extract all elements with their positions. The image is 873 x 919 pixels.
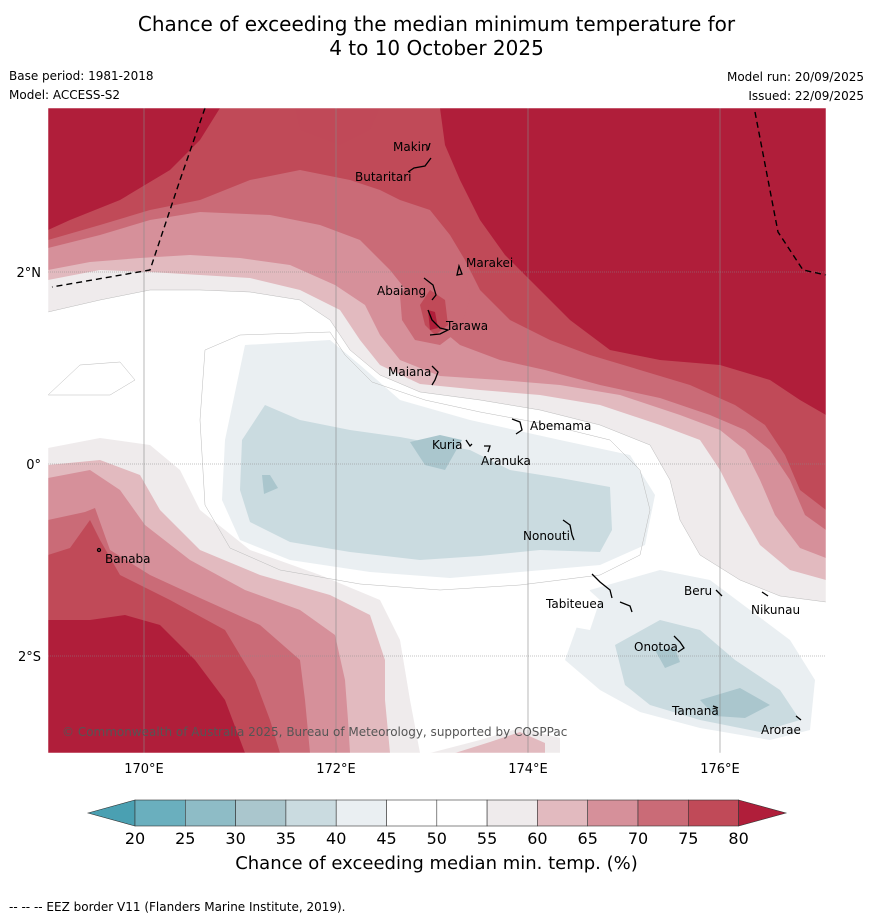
probability-field xyxy=(48,108,826,753)
colorbar-tick: 50 xyxy=(427,829,447,848)
colorbar-arrow-high xyxy=(738,799,788,827)
place-label-tarawa: Tarawa xyxy=(445,319,488,333)
colorbar-tick: 55 xyxy=(477,829,497,848)
colorbar-box-70-75 xyxy=(637,799,689,827)
graticule xyxy=(48,108,826,753)
place-label-nonouti: Nonouti xyxy=(523,529,570,543)
title-line-1: Chance of exceeding the median minimum t… xyxy=(137,12,736,36)
colorbar-tick: 60 xyxy=(527,829,547,848)
place-label-onotoa: Onotoa xyxy=(634,640,678,654)
colorbar-box-35-40 xyxy=(285,799,337,827)
colorbar-box-45-50 xyxy=(386,799,438,827)
colorbar-box-25-30 xyxy=(185,799,236,827)
lat-label-0: 0° xyxy=(26,458,41,473)
colorbar-tick: 20 xyxy=(125,829,145,848)
lon-label-174e: 174°E xyxy=(508,762,548,777)
colorbar-label: Chance of exceeding median min. temp. (%… xyxy=(235,853,638,874)
colorbar-box-75-80 xyxy=(687,799,739,827)
lat-label-2n: 2°N xyxy=(17,266,42,281)
axis-labels: 170°E 172°E 174°E 176°E 2°N 0° 2°S xyxy=(17,266,740,777)
colorbar-box-65-70 xyxy=(587,799,639,827)
place-labels: Makin Butaritari Marakei Abaiang Tarawa … xyxy=(105,140,801,737)
colorbar: 20 25 30 35 40 45 50 55 60 65 70 75 80 xyxy=(86,799,788,848)
lat-label-2s: 2°S xyxy=(18,650,41,665)
colorbar-box-50-55 xyxy=(436,799,488,827)
place-label-butaritari: Butaritari xyxy=(355,170,412,184)
colorbar-box-20-25 xyxy=(134,799,186,827)
model-run-date: Model run: 20/09/2025 xyxy=(726,70,864,84)
eez-footnote: -- -- -- EEZ border V11 (Flanders Marine… xyxy=(9,900,346,914)
colorbar-tick: 35 xyxy=(276,829,296,848)
model-name: Model: ACCESS-S2 xyxy=(9,88,121,102)
place-label-abemama: Abemama xyxy=(530,419,591,433)
place-label-aranuka: Aranuka xyxy=(481,454,531,468)
place-label-arorae: Arorae xyxy=(761,723,801,737)
island-outlines xyxy=(96,142,802,721)
map-title: Chance of exceeding the median minimum t… xyxy=(0,12,873,60)
copyright-credit: © Commonwealth of Australia 2025, Bureau… xyxy=(62,725,567,739)
place-label-marakei: Marakei xyxy=(466,256,513,270)
colorbar-box-60-65 xyxy=(537,799,589,827)
lon-label-170e: 170°E xyxy=(124,762,164,777)
place-label-beru: Beru xyxy=(684,584,712,598)
place-label-nikunau: Nikunau xyxy=(751,603,800,617)
colorbar-box-55-60 xyxy=(486,799,538,827)
place-label-kuria: Kuria xyxy=(432,438,463,452)
issued-date: Issued: 22/09/2025 xyxy=(748,89,864,103)
colorbar-tick: 40 xyxy=(326,829,346,848)
place-label-makin: Makin xyxy=(393,140,429,154)
colorbar-tick: 30 xyxy=(225,829,245,848)
colorbar-tick: 65 xyxy=(578,829,598,848)
colorbar-box-40-45 xyxy=(335,799,387,827)
lon-label-172e: 172°E xyxy=(316,762,356,777)
colorbar-box-30-35 xyxy=(235,799,287,827)
place-label-tamana: Tamana xyxy=(671,704,719,718)
place-label-maiana: Maiana xyxy=(388,365,431,379)
title-line-2: 4 to 10 October 2025 xyxy=(329,36,544,60)
map-frame xyxy=(47,107,827,754)
colorbar-tick: 75 xyxy=(678,829,698,848)
lon-label-176e: 176°E xyxy=(700,762,740,777)
place-label-tabiteuea: Tabiteuea xyxy=(545,597,604,611)
colorbar-tick: 70 xyxy=(628,829,648,848)
colorbar-arrow-low xyxy=(86,799,136,827)
colorbar-tick: 45 xyxy=(376,829,396,848)
base-period: Base period: 1981-2018 xyxy=(9,69,154,83)
place-label-banaba: Banaba xyxy=(105,552,151,566)
colorbar-tick: 25 xyxy=(175,829,195,848)
colorbar-tick: 80 xyxy=(728,829,748,848)
eez-border xyxy=(51,107,827,288)
place-label-abaiang: Abaiang xyxy=(377,284,426,298)
